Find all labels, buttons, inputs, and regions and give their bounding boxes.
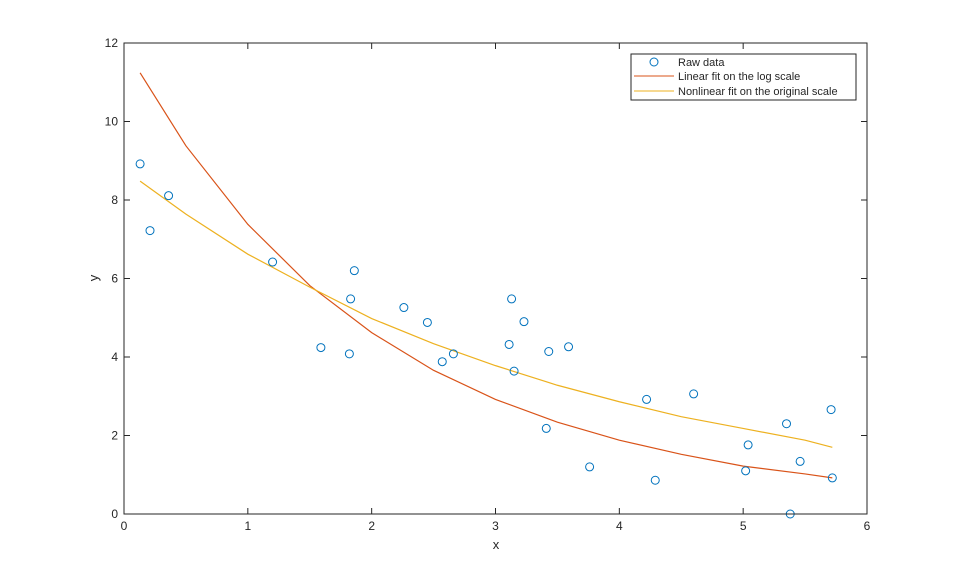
legend-label-raw-data: Raw data <box>678 57 725 69</box>
data-point <box>782 419 792 429</box>
x-axis-label: x <box>493 537 500 552</box>
data-point <box>448 349 458 359</box>
data-point <box>346 294 356 304</box>
data-point <box>795 456 805 466</box>
y-tick-label: 12 <box>105 36 119 50</box>
x-tick-label: 3 <box>492 519 499 533</box>
x-tick-label: 1 <box>244 519 251 533</box>
y-axis-label: y <box>86 274 101 281</box>
y-tick-label: 2 <box>111 429 118 443</box>
data-point <box>564 342 574 352</box>
legend-box <box>630 53 857 101</box>
y-tick-label: 10 <box>105 115 119 129</box>
data-point <box>827 473 837 483</box>
data-point <box>349 266 359 276</box>
data-point <box>422 317 432 327</box>
data-point <box>145 226 155 236</box>
data-point <box>541 423 551 433</box>
series-layer <box>135 72 837 519</box>
legend-label-log-fit: Linear fit on the log scale <box>678 71 800 83</box>
fit-curve-2 <box>139 180 833 448</box>
data-point <box>689 389 699 399</box>
data-point <box>399 303 409 313</box>
data-point <box>437 357 447 367</box>
data-point <box>268 257 278 267</box>
data-point <box>585 462 595 472</box>
data-point <box>743 440 753 450</box>
y-tick-label: 4 <box>111 350 118 364</box>
x-tick-label: 6 <box>864 519 871 533</box>
x-tick-label: 4 <box>616 519 623 533</box>
plot-area <box>124 43 867 514</box>
data-point <box>135 159 145 169</box>
x-tick-label: 5 <box>740 519 747 533</box>
data-point <box>519 317 529 327</box>
data-point <box>544 347 554 357</box>
y-tick-label: 8 <box>111 193 118 207</box>
data-point <box>164 191 174 201</box>
data-point <box>826 405 836 415</box>
data-point <box>650 475 660 485</box>
y-tick-label: 6 <box>111 272 118 286</box>
data-point <box>316 343 326 353</box>
legend: Raw data Linear fit on the log scale Non… <box>630 53 857 101</box>
legend-marker-raw-data <box>649 57 659 67</box>
data-point <box>642 394 652 404</box>
y-tick-label: 0 <box>111 507 118 521</box>
fit-curve-1 <box>139 72 833 479</box>
data-point <box>509 366 519 376</box>
data-point <box>507 294 517 304</box>
x-tick-label: 2 <box>368 519 375 533</box>
data-point <box>741 466 751 476</box>
legend-label-nonlinear-fit: Nonlinear fit on the original scale <box>678 86 838 98</box>
data-point <box>344 349 354 359</box>
x-tick-label: 0 <box>121 519 128 533</box>
data-point <box>504 339 514 349</box>
